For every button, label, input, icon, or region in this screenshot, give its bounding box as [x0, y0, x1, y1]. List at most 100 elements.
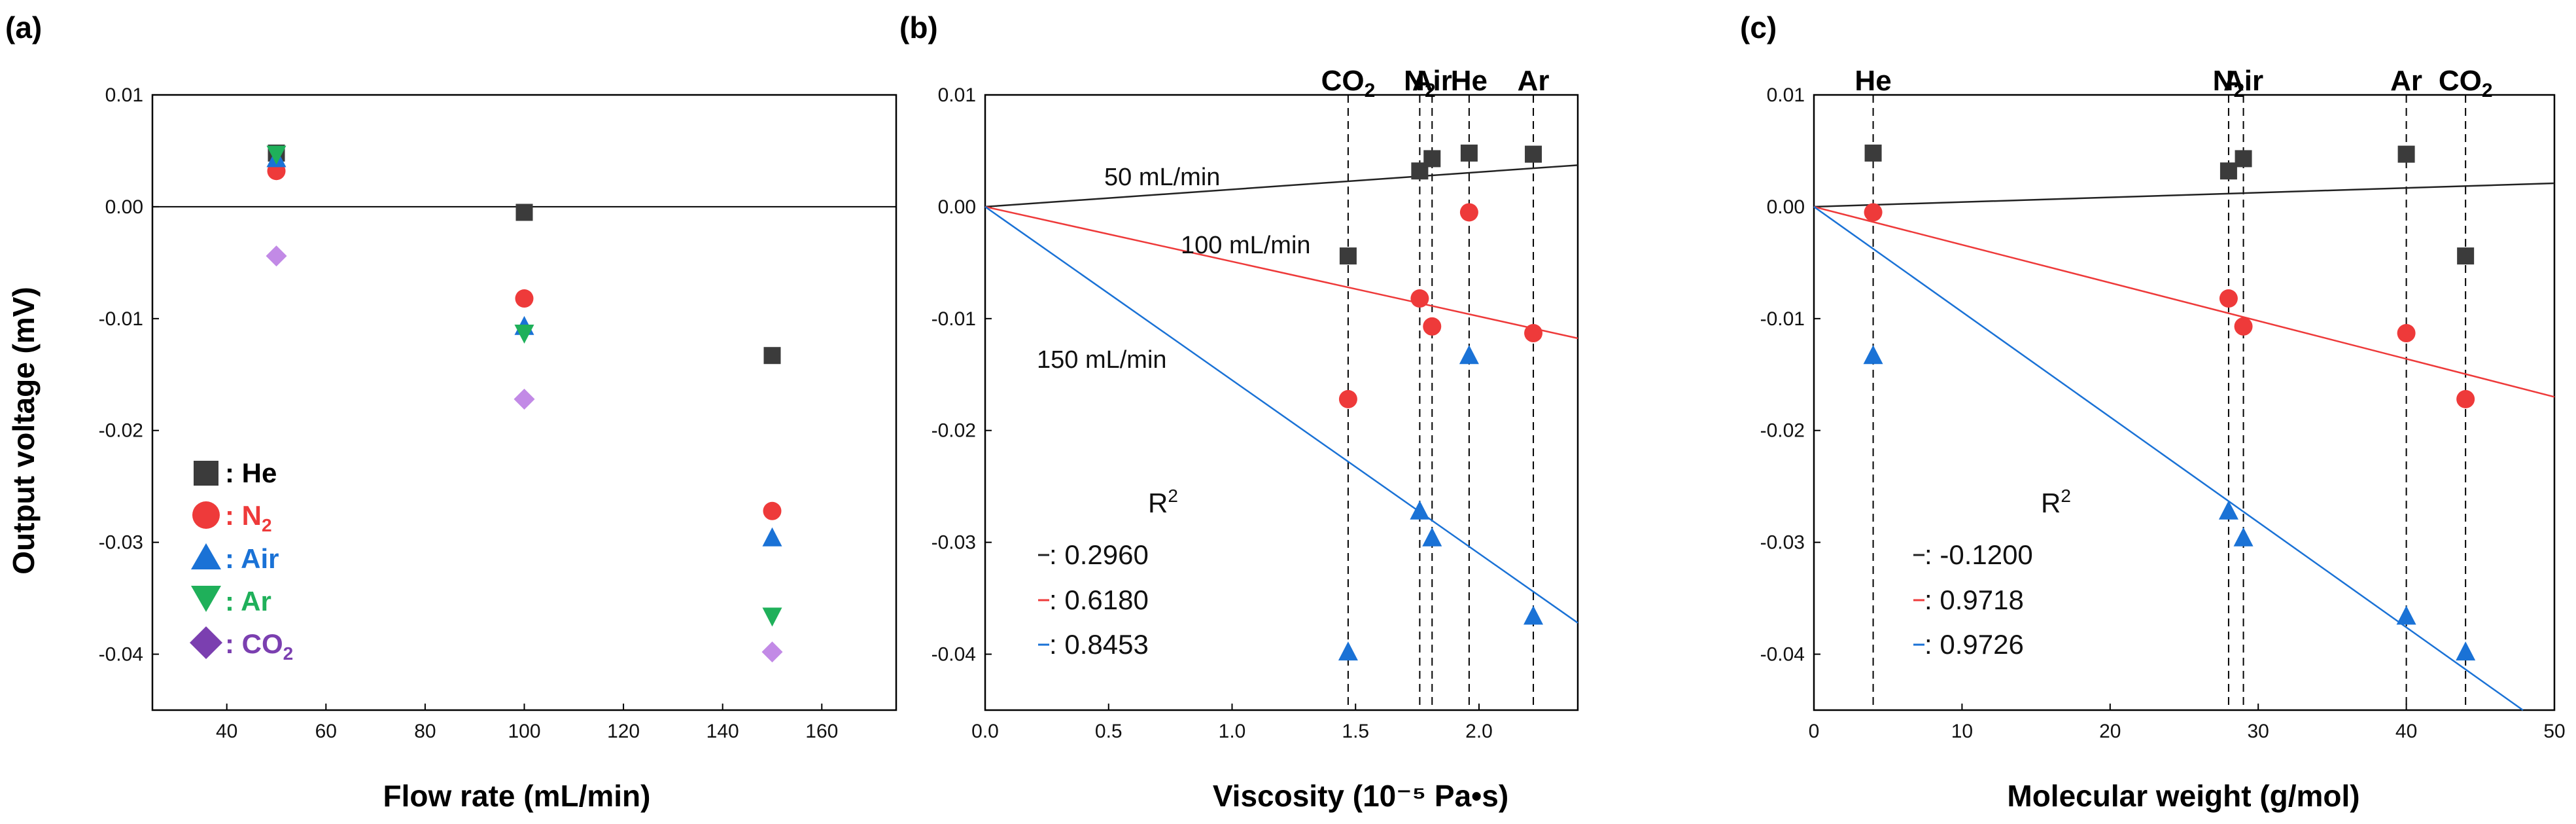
panel-b-point-100-ml-min — [1524, 324, 1543, 343]
panel-b-point-50-ml-min — [1525, 145, 1542, 163]
panel-c-y-tick-label: -0.03 — [1760, 532, 1805, 554]
gas-label-co2: CO2 — [2439, 65, 2493, 101]
panel-label-b: (b) — [899, 10, 938, 45]
panel-c-point-150-ml-min — [1863, 345, 1883, 365]
legend-label-he: : He — [225, 457, 277, 488]
panel-c-y-tick-label: -0.02 — [1760, 420, 1805, 442]
panel-b-point-150-ml-min — [1422, 527, 1442, 546]
r2-value-b-50: : 0.2960 — [1049, 539, 1149, 570]
panel-c-point-150-ml-min — [2233, 527, 2254, 546]
panel-b-y-tick-label: -0.02 — [931, 420, 976, 442]
x-axis-title-a: Flow rate (mL/min) — [383, 779, 651, 813]
panel-label-a: (a) — [5, 10, 42, 45]
panel-c-point-100-ml-min — [2456, 389, 2475, 408]
panel-c-x-tick-label: 40 — [2395, 721, 2417, 742]
panel-b-point-50-ml-min — [1339, 247, 1357, 265]
panel-c-y-tick-label: 0.00 — [1767, 196, 1805, 218]
panel-c-point-100-ml-min — [2234, 317, 2253, 336]
panel-c-point-150-ml-min — [2396, 605, 2416, 625]
panel-c-point-100-ml-min — [2219, 289, 2238, 308]
gas-label-he: He — [1451, 65, 1488, 97]
panel-b-point-150-ml-min — [1459, 345, 1479, 365]
panel-a-x-tick-label: 120 — [607, 721, 640, 742]
panel-b-y-tick-label: -0.04 — [931, 644, 976, 666]
panel-b-x-tick-label: 0.5 — [1095, 721, 1123, 742]
panel-b-point-50-ml-min — [1423, 150, 1441, 168]
legend-label-co2: : CO2 — [225, 628, 293, 664]
r2-legend-c: R2 : -0.1200 : 0.9718 : 0.9726 — [1913, 486, 2071, 660]
panel-b-fit-line-1 — [984, 206, 1578, 340]
panel-a-point-air — [762, 527, 782, 546]
r2-value-b-100: : 0.6180 — [1049, 584, 1149, 615]
panel-c-point-50-ml-min — [2457, 247, 2475, 265]
panel-b-plot: 0.01 0.00 -0.01 -0.02 -0.03 -0.04 0.0 0.5 1.0 1.5… — [931, 65, 1579, 742]
panel-a-x-tick-label: 100 — [508, 721, 540, 742]
panel-b-frame — [984, 94, 1579, 711]
panel-c-point-50-ml-min — [2397, 145, 2415, 163]
panel-b-point-50-ml-min — [1460, 144, 1478, 162]
panel-a-point-ar — [762, 607, 782, 627]
panel-b-fit-line-2 — [984, 206, 1578, 624]
panel-a-point-ar — [514, 325, 534, 344]
panel-b-x-tick-label: 1.0 — [1219, 721, 1246, 742]
panel-a-y-tick-label: 0.01 — [105, 84, 143, 106]
panel-a-point-co2 — [266, 245, 287, 267]
panel-a-x-tick-label: 40 — [216, 721, 237, 742]
panel-a-x-tick-label: 140 — [706, 721, 739, 742]
panel-b-point-100-ml-min — [1338, 389, 1357, 408]
legend-marker-ar — [191, 586, 221, 612]
gas-label-n2: N2 — [2213, 65, 2244, 101]
panel-b-point-100-ml-min — [1423, 317, 1442, 336]
r2-legend-b: R2 : 0.2960 : 0.6180 : 0.8453 — [1038, 486, 1178, 660]
r2-value-c-50: : -0.1200 — [1924, 539, 2033, 570]
panel-b-fit-line-0 — [984, 164, 1578, 208]
panel-a-point-n2 — [763, 501, 782, 520]
panel-c-x-tick-label: 30 — [2248, 721, 2269, 742]
panel-c-point-100-ml-min — [2397, 324, 2416, 343]
x-axis-title-b: Viscosity (10⁻⁵ Pa•s) — [1213, 779, 1508, 813]
panel-a-y-tick-label: 0.00 — [105, 196, 143, 218]
legend-marker-he — [194, 461, 218, 486]
gas-label-ar: Ar — [2390, 65, 2422, 97]
panel-a-y-tick-label: -0.01 — [99, 308, 143, 330]
panel-b-x-tick-label: 2.0 — [1465, 721, 1493, 742]
panel-b-point-100-ml-min — [1410, 289, 1429, 308]
legend-label-air: : Air — [225, 543, 279, 574]
panel-a-y-tick-label: -0.03 — [99, 532, 143, 554]
panel-c-point-150-ml-min — [2456, 641, 2476, 661]
panel-b-y-tick-label: 0.00 — [938, 196, 976, 218]
panel-a-x-tick-label: 60 — [315, 721, 337, 742]
legend-label-n2: : N2 — [225, 500, 272, 535]
panel-a-y-tick-label: -0.02 — [99, 420, 143, 442]
legend-label-ar: : Ar — [225, 586, 271, 617]
panel-b-y-tick-label: 0.01 — [938, 84, 976, 106]
panel-a-point-co2 — [513, 388, 535, 410]
panel-c-fit-line-1 — [1813, 206, 2555, 398]
fit-label-50: 50 mL/min — [1104, 164, 1220, 191]
panel-b-point-150-ml-min — [1410, 500, 1430, 520]
panel-b-point-150-ml-min — [1338, 641, 1358, 661]
gas-label-ar: Ar — [1518, 65, 1550, 97]
panel-c-point-50-ml-min — [2219, 162, 2237, 180]
panel-c-point-100-ml-min — [1864, 203, 1883, 222]
gas-label-air: Air — [2223, 65, 2263, 97]
r2-value-c-150: : 0.9726 — [1924, 629, 2024, 660]
panel-c-fit-line-2 — [1813, 206, 2524, 711]
panel-c-point-150-ml-min — [2218, 500, 2238, 520]
panel-c-y-tick-label: 0.01 — [1767, 84, 1805, 106]
x-axis-title-c: Molecular weight (g/mol) — [2007, 779, 2359, 813]
r2-value-b-150: : 0.8453 — [1049, 629, 1149, 660]
gas-label-he: He — [1854, 65, 1891, 97]
y-axis-title: Output voltage (mV) — [7, 287, 41, 575]
panel-a-x-tick-label: 160 — [805, 721, 838, 742]
panel-c-fit-line-0 — [1813, 182, 2555, 208]
fit-label-150: 150 mL/min — [1037, 346, 1167, 374]
panel-a-point-ar — [266, 145, 287, 165]
panel-a-point-n2 — [515, 289, 534, 308]
legend-marker-n2 — [192, 501, 220, 529]
legend-a: : He : N2 : Air : Ar : CO2 — [190, 457, 293, 664]
r2-title-b: R2 — [1148, 486, 1178, 518]
panel-c-y-tick-label: -0.04 — [1760, 644, 1805, 666]
panel-c-point-50-ml-min — [2235, 150, 2252, 168]
